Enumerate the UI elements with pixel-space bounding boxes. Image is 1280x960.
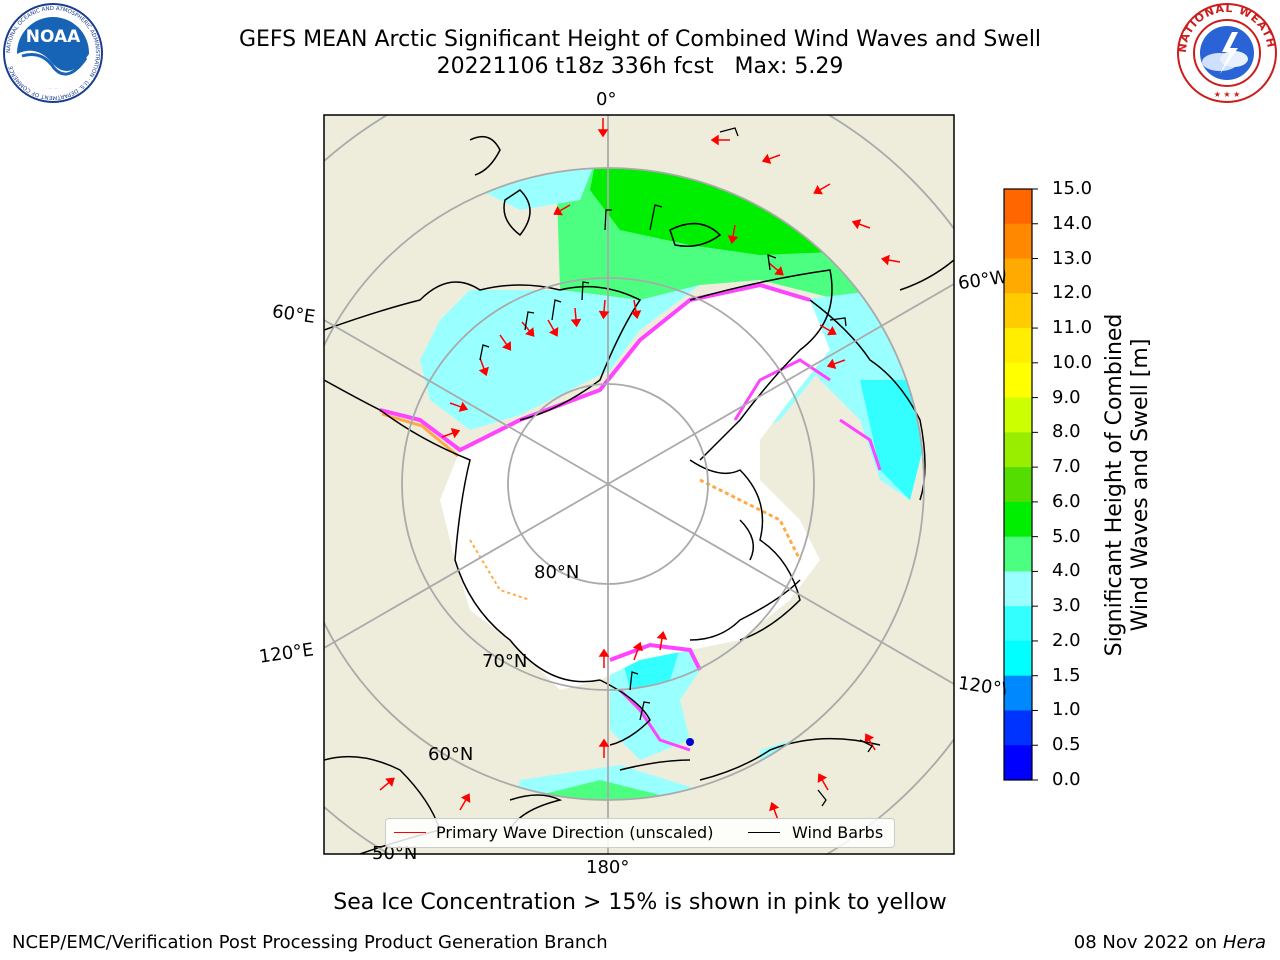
colorbar-tick-label: 14.0 — [1052, 212, 1093, 234]
colorbar-tick-label: 12.0 — [1052, 282, 1093, 304]
coastlines — [324, 135, 954, 854]
colorbar-swatch — [1004, 293, 1032, 329]
nws-logo: NATIONAL WEATHER SERVICE ★ ★ ★ — [1176, 2, 1277, 103]
colorbar-frame — [1003, 188, 1033, 781]
sea-ice-note: Sea Ice Concentration > 15% is shown in … — [333, 890, 947, 915]
credit-text: NCEP/EMC/Verification Post Processing Pr… — [12, 932, 608, 953]
host-name: Hera — [1222, 932, 1266, 953]
plot-title: GEFS MEAN Arctic Significant Height of C… — [238, 27, 1042, 52]
colorbar-swatch — [1004, 467, 1032, 503]
colorbar-tick-label: 2.0 — [1052, 629, 1081, 651]
colorbar-tick-label: 7.0 — [1052, 456, 1081, 478]
lat-label-80n: 80°N — [534, 562, 580, 583]
wave-direction-arrows — [379, 118, 901, 821]
colorbar-swatch — [1004, 536, 1032, 572]
colorbar-swatch — [1004, 223, 1032, 260]
lat-label-50n: 50°N — [372, 843, 418, 864]
colorbar-tick-label: 5.0 — [1052, 525, 1081, 547]
colorbar-swatch — [1004, 501, 1032, 538]
sea-ice — [440, 285, 830, 690]
colorbar-tick-label: 1.0 — [1052, 699, 1081, 721]
colorbar — [1004, 188, 1038, 781]
lat-label-70n: 70°N — [482, 651, 528, 672]
colorbar-swatch — [1004, 640, 1032, 677]
date-stamp: 08 Nov 2022 on Hera — [1074, 932, 1266, 953]
colorbar-swatch — [1004, 745, 1032, 781]
colorbar-tick-label: 13.0 — [1052, 247, 1093, 269]
colorbar-tick-label: 0.5 — [1052, 734, 1081, 756]
colorbar-title-line1: Significant Height of Combined — [1102, 313, 1127, 657]
plot-subtitle: 20221106 t18z 336h fcst Max: 5.29 — [436, 54, 844, 79]
graticule — [324, 115, 954, 854]
colorbar-swatch — [1004, 328, 1032, 364]
colorbar-tick-label: 6.0 — [1052, 490, 1081, 512]
noaa-logo-text: NOAA — [26, 27, 81, 47]
map-legend: Primary Wave Direction (unscaled) Wind B… — [385, 818, 895, 848]
colorbar-title-line2: Wind Waves and Swell [m] — [1128, 338, 1153, 632]
colorbar-tick-label: 3.0 — [1052, 595, 1081, 617]
wind-barb-legend-line — [748, 832, 780, 833]
colorbar-swatch — [1004, 675, 1032, 711]
colorbar-tick-label: 4.0 — [1052, 560, 1081, 582]
lon-label-0: 0° — [596, 89, 617, 110]
colorbar-swatch — [1004, 606, 1032, 642]
colorbar-swatch — [1004, 710, 1032, 746]
colorbar-tick-label: 8.0 — [1052, 421, 1081, 443]
lat-label-60n: 60°N — [428, 744, 474, 765]
date-text: 08 Nov 2022 on — [1073, 932, 1218, 953]
lon-label-180: 180° — [586, 857, 630, 878]
colorbar-swatch — [1004, 432, 1032, 468]
colorbar-tick-label: 10.0 — [1052, 351, 1093, 373]
wave-direction-legend-label: Primary Wave Direction (unscaled) — [436, 823, 714, 842]
colorbar-swatch — [1004, 362, 1032, 399]
wind-barb-legend-label: Wind Barbs — [792, 823, 884, 842]
map-frame — [323, 114, 955, 855]
colorbar-swatch — [1004, 571, 1032, 607]
wind-barbs — [479, 127, 873, 807]
colorbar-tick-label: 15.0 — [1052, 178, 1093, 199]
wave-direction-legend-line — [394, 832, 426, 833]
colorbar-swatch — [1004, 258, 1032, 294]
svg-text:★ ★ ★: ★ ★ ★ — [1214, 90, 1241, 99]
colorbar-swatch — [1004, 189, 1032, 225]
colorbar-tick-label: 1.5 — [1052, 664, 1081, 686]
colorbar-tick-label: 0.0 — [1052, 769, 1081, 790]
colorbar-tick-label: 9.0 — [1052, 386, 1081, 408]
noaa-logo: NOAA NATIONAL OCEANIC AND ATMOSPHERIC AD… — [3, 3, 103, 103]
colorbar-tick-label: 11.0 — [1052, 317, 1093, 339]
colorbar-swatch — [1004, 397, 1032, 433]
